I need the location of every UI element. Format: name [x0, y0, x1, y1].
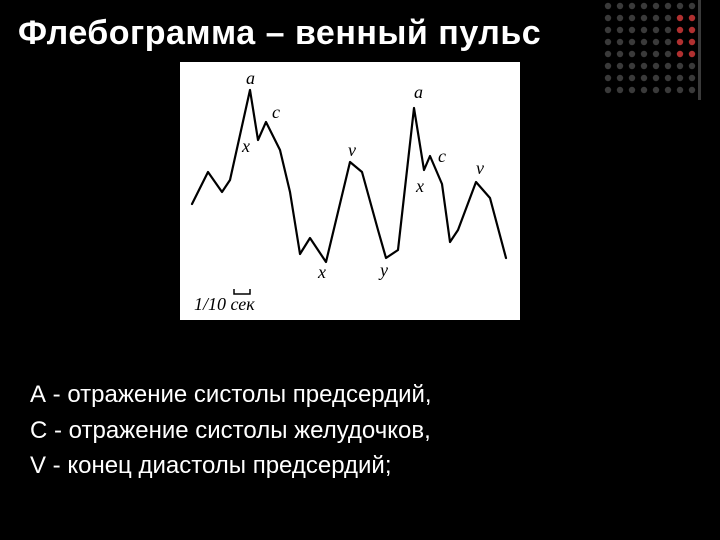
deco-dot [641, 15, 647, 21]
waveform-path [192, 90, 506, 262]
deco-dot [677, 15, 683, 21]
deco-dot [665, 27, 671, 33]
deco-dot [665, 51, 671, 57]
deco-dot [689, 87, 695, 93]
wave-label-y: y [378, 260, 388, 280]
deco-dot [689, 63, 695, 69]
deco-dot [617, 15, 623, 21]
wave-label-v: v [348, 140, 356, 160]
deco-dot [617, 39, 623, 45]
deco-dot [665, 39, 671, 45]
deco-dot [605, 51, 611, 57]
wave-label-c: c [272, 102, 280, 122]
corner-decoration [600, 0, 720, 90]
deco-dot [665, 75, 671, 81]
deco-dot [653, 75, 659, 81]
deco-dot [605, 39, 611, 45]
deco-dot [641, 3, 647, 9]
deco-dot [617, 87, 623, 93]
deco-dot [641, 27, 647, 33]
deco-dot [605, 75, 611, 81]
deco-dot [677, 51, 683, 57]
wave-label-c: c [438, 146, 446, 166]
deco-dot [629, 87, 635, 93]
deco-dot [617, 51, 623, 57]
deco-dot [641, 39, 647, 45]
deco-dot [653, 63, 659, 69]
deco-dot [677, 87, 683, 93]
deco-dot [677, 63, 683, 69]
deco-dot [689, 75, 695, 81]
deco-dot [653, 27, 659, 33]
deco-dot [629, 15, 635, 21]
deco-dot [629, 63, 635, 69]
wave-label-a: a [246, 68, 255, 88]
deco-dot [605, 15, 611, 21]
deco-dot [641, 51, 647, 57]
deco-dot [653, 51, 659, 57]
legend: А - отражение систолы предсердий, С - от… [30, 378, 432, 485]
deco-dot [665, 15, 671, 21]
wave-label-x: x [317, 262, 326, 282]
deco-bar [698, 0, 701, 100]
legend-a: А - отражение систолы предсердий, [30, 378, 432, 412]
deco-dot [605, 3, 611, 9]
legend-v: V - конец диастолы предсердий; [30, 449, 432, 483]
deco-dot [617, 75, 623, 81]
wave-label-x: x [415, 176, 424, 196]
deco-dot [677, 27, 683, 33]
deco-dot [641, 75, 647, 81]
scale-label: 1/10 сек [194, 294, 255, 314]
deco-dot [665, 3, 671, 9]
deco-dot [617, 3, 623, 9]
deco-dot [605, 87, 611, 93]
deco-dot [617, 27, 623, 33]
wave-label-a: a [414, 82, 423, 102]
deco-dot [689, 3, 695, 9]
deco-dot [665, 63, 671, 69]
deco-dot [689, 27, 695, 33]
deco-dot [653, 15, 659, 21]
deco-dot [629, 51, 635, 57]
deco-dot [665, 87, 671, 93]
deco-dot [629, 3, 635, 9]
deco-dot [689, 39, 695, 45]
deco-dot [617, 63, 623, 69]
deco-dot [629, 75, 635, 81]
deco-dot [677, 3, 683, 9]
deco-dot [653, 87, 659, 93]
deco-dot [689, 15, 695, 21]
deco-dot [653, 39, 659, 45]
deco-dot [677, 75, 683, 81]
wave-label-v: v [476, 158, 484, 178]
deco-dot [641, 87, 647, 93]
deco-dot [689, 51, 695, 57]
deco-dot [677, 39, 683, 45]
legend-c: С - отражение систолы желудочков, [30, 414, 432, 448]
deco-dot [629, 27, 635, 33]
deco-dot [605, 27, 611, 33]
deco-dot [653, 3, 659, 9]
deco-dot [629, 39, 635, 45]
wave-label-x: x [241, 136, 250, 156]
deco-dot [641, 63, 647, 69]
deco-dot [605, 63, 611, 69]
waveform-chart: acxxvyacxv1/10 сек [180, 62, 520, 320]
